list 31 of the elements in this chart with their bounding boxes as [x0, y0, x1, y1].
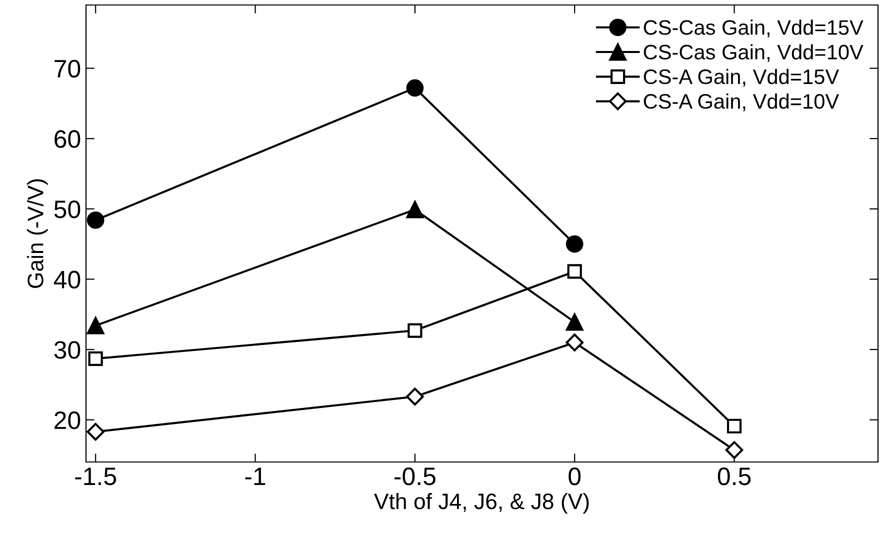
point	[88, 351, 103, 366]
x-tick-label: 0.5	[718, 468, 751, 486]
point	[86, 316, 104, 334]
point	[86, 422, 104, 441]
legend-label: CS-Cas Gain, Vdd=15V	[644, 20, 864, 38]
point	[566, 334, 584, 352]
x-tick-label: -1.5	[75, 468, 116, 486]
legend-label: CS-A Gain, Vdd=15V	[644, 68, 840, 87]
point	[406, 200, 424, 218]
point	[566, 235, 584, 253]
x-tick-label: -1	[245, 468, 266, 485]
y-tick-label: 30	[54, 341, 80, 359]
point	[86, 211, 104, 229]
point	[406, 79, 424, 97]
y-axis-title: Gain (-V/V)	[27, 179, 48, 288]
legend-label: CS-Cas Gain, Vdd=10V	[644, 44, 864, 62]
x-tick-label: -0.5	[394, 468, 436, 486]
point	[725, 441, 744, 459]
legend-label: CS-A Gain, Vdd=10V	[644, 93, 840, 112]
y-tick-label: 60	[54, 130, 80, 148]
y-tick-label: 20	[54, 411, 80, 430]
point	[408, 323, 422, 338]
point	[406, 388, 424, 406]
y-tick-label: 70	[54, 60, 80, 78]
point	[566, 313, 584, 331]
y-tick-label: 50	[54, 200, 80, 218]
y-tick-label: 40	[54, 270, 80, 289]
x-tick-label: 0	[568, 468, 581, 486]
point	[726, 418, 742, 434]
x-axis-title: Vth of J4, J6, & J8 (V)	[374, 492, 589, 514]
point	[567, 264, 582, 279]
